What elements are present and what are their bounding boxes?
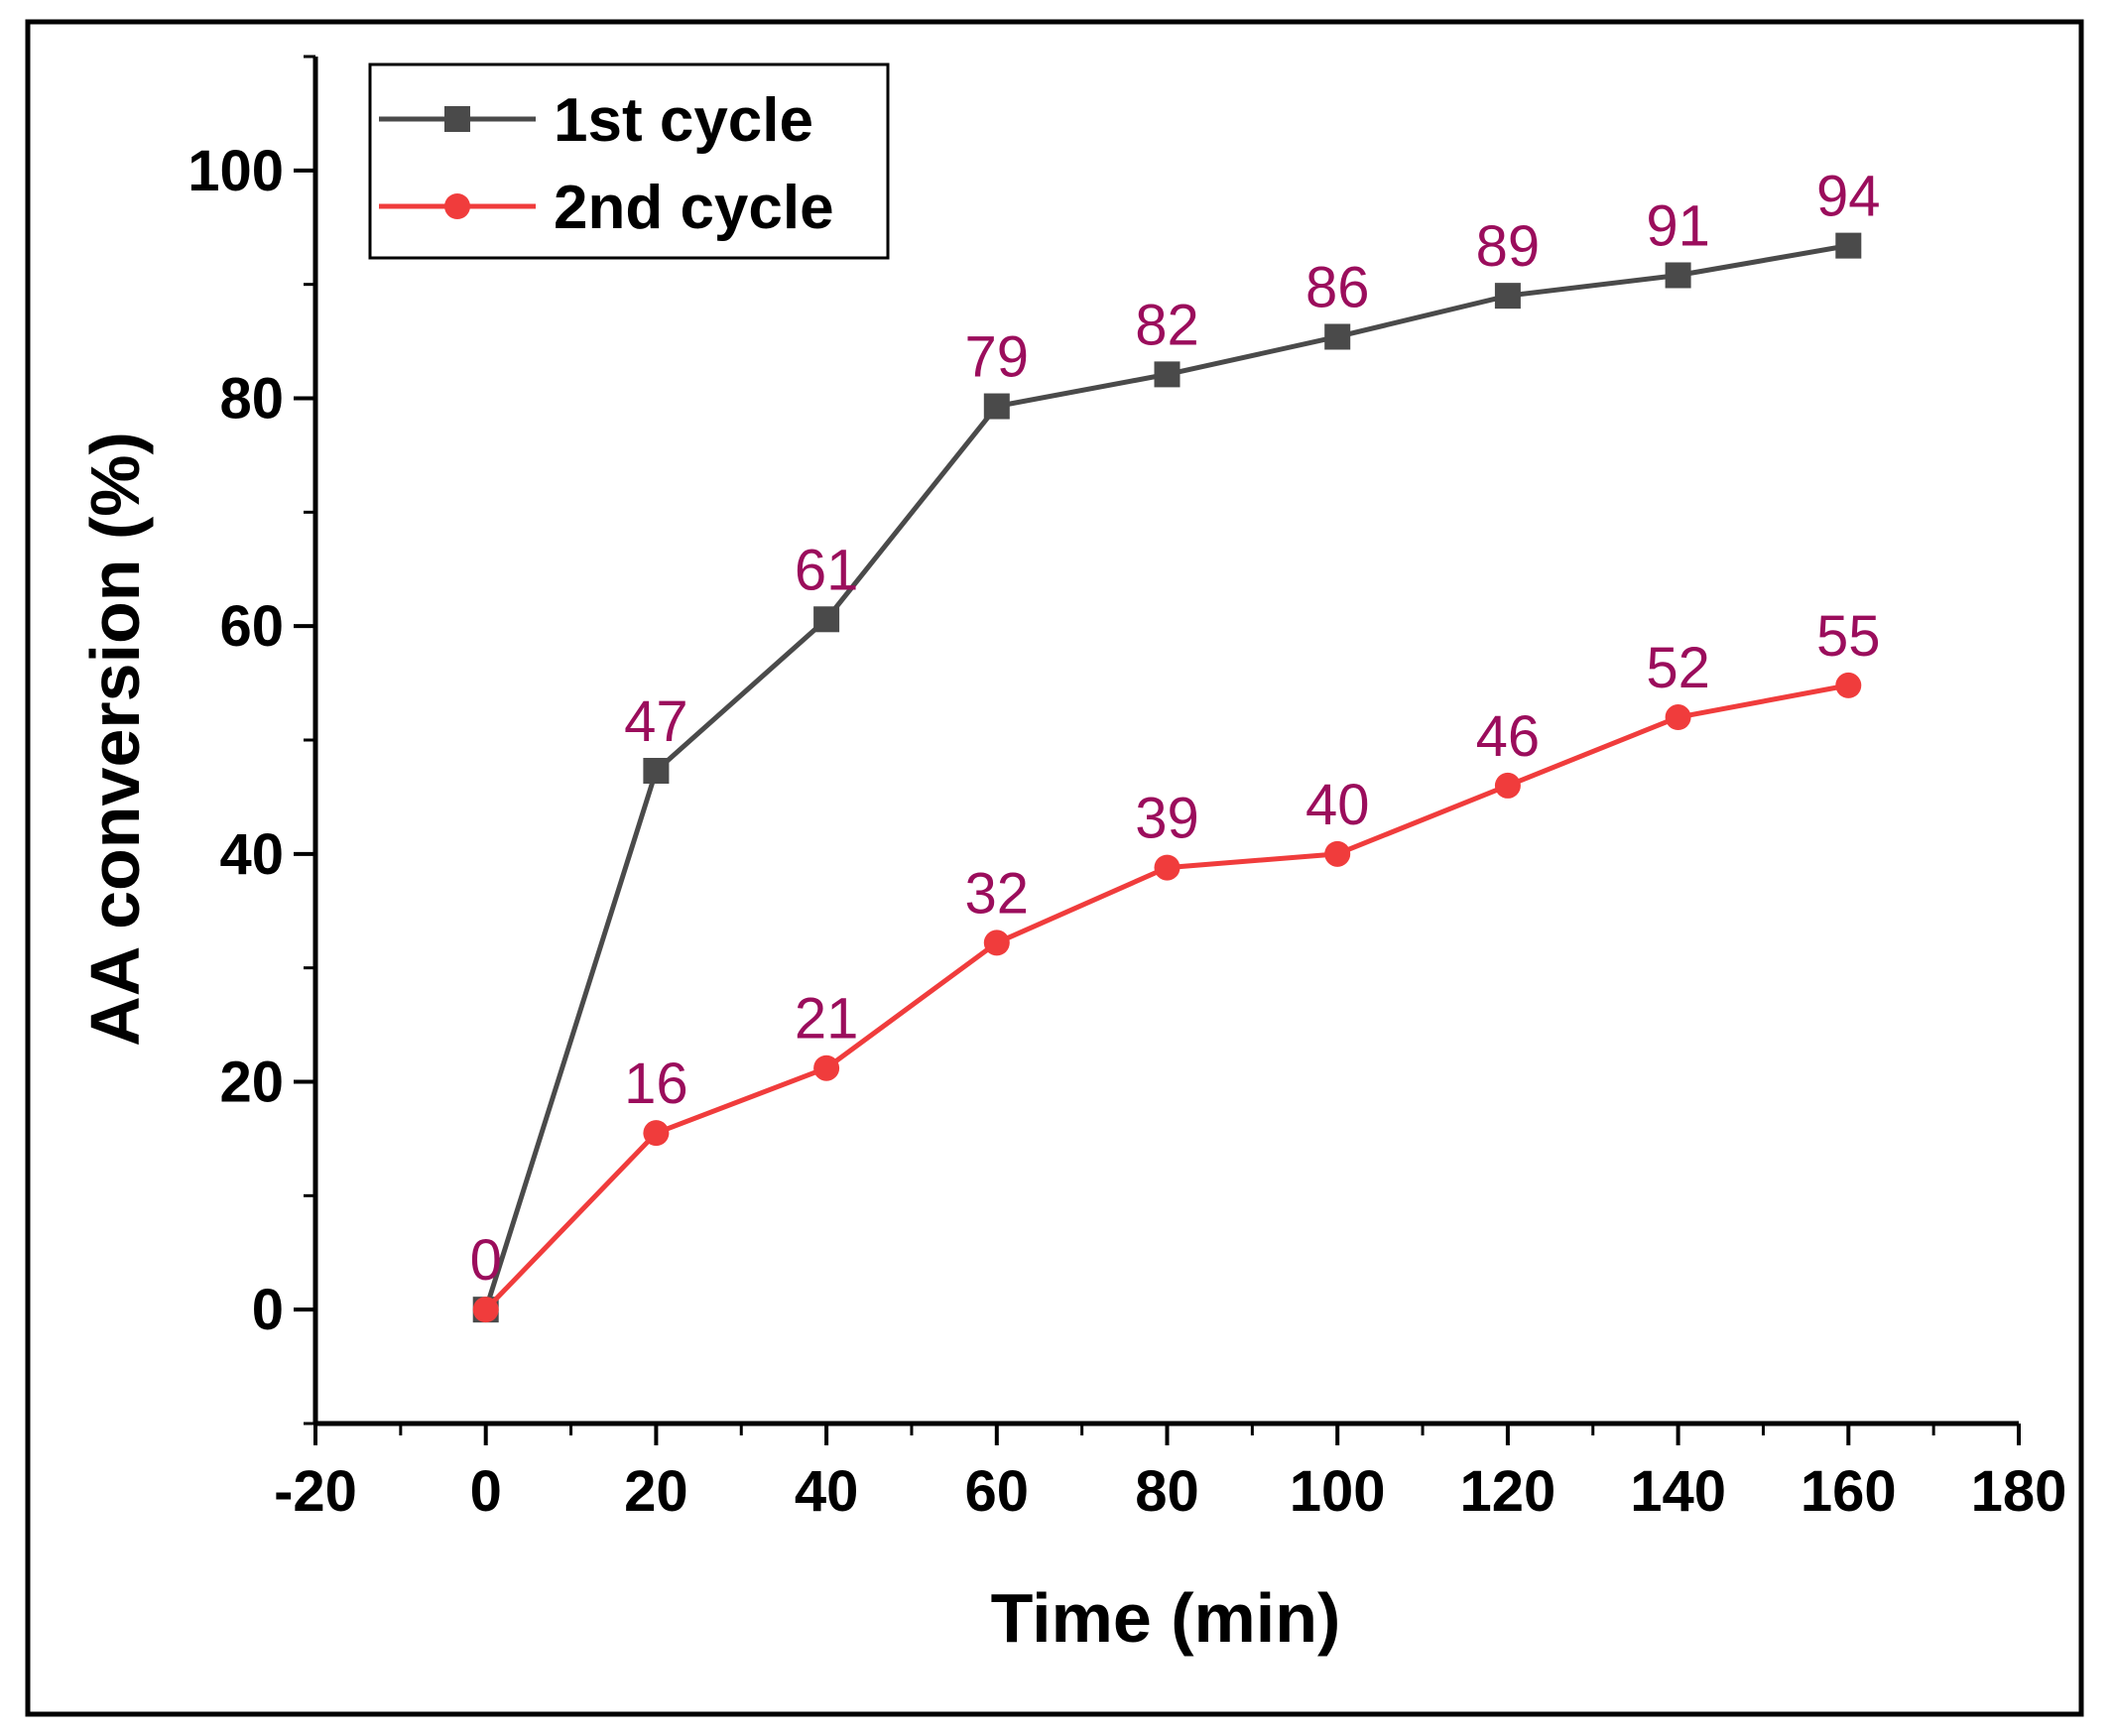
data-label-series-2: 55 xyxy=(1816,604,1881,669)
x-tick-label: 140 xyxy=(1630,1459,1726,1524)
data-label-series-1: 0 xyxy=(470,1228,502,1293)
y-tick-label: 80 xyxy=(219,367,284,432)
plot-area: -20 0 20 40 60 80 100 120 140 160 180 020406080100… xyxy=(187,55,2066,1524)
x-tick-label: 60 xyxy=(965,1459,1030,1524)
series-1-point xyxy=(983,393,1010,420)
data-label-series-2: 46 xyxy=(1476,704,1541,769)
x-tick-label: -20 xyxy=(274,1459,357,1524)
data-label-series-2: 32 xyxy=(965,861,1030,926)
y-tick-label: 40 xyxy=(219,822,284,887)
figure-frame xyxy=(25,19,2084,1717)
x-tick-label: 20 xyxy=(624,1459,688,1524)
data-label-series-1: 86 xyxy=(1305,255,1370,319)
data-label-series-1: 82 xyxy=(1135,293,1199,357)
x-tick-label: 0 xyxy=(470,1459,502,1524)
x-tick-label: 160 xyxy=(1801,1459,1897,1524)
series-2-point xyxy=(1154,854,1181,881)
x-tick-label: 100 xyxy=(1290,1459,1386,1524)
legend-label-2: 2nd cycle xyxy=(554,174,834,242)
data-label-series-1: 61 xyxy=(795,538,859,602)
y-axis-title: AA conversion (%) xyxy=(76,432,154,1047)
series-2-point xyxy=(1665,704,1691,731)
data-label-series-2: 16 xyxy=(624,1052,688,1116)
data-label-series-1: 94 xyxy=(1816,165,1881,229)
y-tick-label: 20 xyxy=(219,1051,284,1115)
data-label-series-1: 79 xyxy=(965,325,1030,390)
series-1-point xyxy=(1154,361,1181,388)
series-1-point xyxy=(1665,262,1691,289)
series-2-point xyxy=(472,1297,499,1323)
x-axis-title: Time (min) xyxy=(991,1579,1341,1657)
series-layer xyxy=(472,232,1862,1323)
legend-box xyxy=(368,62,890,260)
data-label-series-1: 91 xyxy=(1646,193,1710,258)
series-1-point xyxy=(643,758,670,785)
legend-marker-1 xyxy=(444,106,470,132)
series-1-point xyxy=(1835,232,1862,259)
y-axis-ticks: 0 20 40 60 80 100 xyxy=(187,55,315,1426)
y-tick-label: 100 xyxy=(187,139,284,203)
data-label-series-1: 89 xyxy=(1476,214,1541,279)
series-1-point xyxy=(1494,283,1521,310)
series-2-point xyxy=(983,930,1010,956)
x-tick-label: 40 xyxy=(795,1459,859,1524)
series-2-point xyxy=(643,1120,670,1147)
series-2-point xyxy=(1835,672,1862,698)
series-2-point xyxy=(1494,772,1521,799)
data-labels: 0 47 61 79 82 86 89 91 94 16 21 32 39 40 46 52 55 xyxy=(470,165,1881,1294)
legend: 1st cycle 2nd cycle xyxy=(368,62,890,260)
y-tick-label: 60 xyxy=(219,594,284,659)
x-tick-label: 120 xyxy=(1460,1459,1556,1524)
x-tick-label: 80 xyxy=(1135,1459,1199,1524)
x-tick-label: 180 xyxy=(1971,1459,2067,1524)
data-label-series-2: 39 xyxy=(1135,787,1199,851)
legend-label-1: 1st cycle xyxy=(554,86,813,155)
series-2-point xyxy=(1324,840,1351,867)
data-label-series-2: 40 xyxy=(1305,773,1370,837)
series-1-point xyxy=(813,606,840,633)
data-label-series-2: 21 xyxy=(795,987,859,1052)
data-label-series-1: 47 xyxy=(624,689,688,754)
legend-marker-2 xyxy=(444,193,470,219)
series-2-point xyxy=(813,1054,840,1081)
data-label-series-2: 52 xyxy=(1646,636,1710,700)
series-1-point xyxy=(1324,323,1351,350)
y-tick-label: 0 xyxy=(252,1278,284,1342)
x-axis-ticks: -20 0 20 40 60 80 100 120 140 160 180 xyxy=(274,1424,2066,1524)
